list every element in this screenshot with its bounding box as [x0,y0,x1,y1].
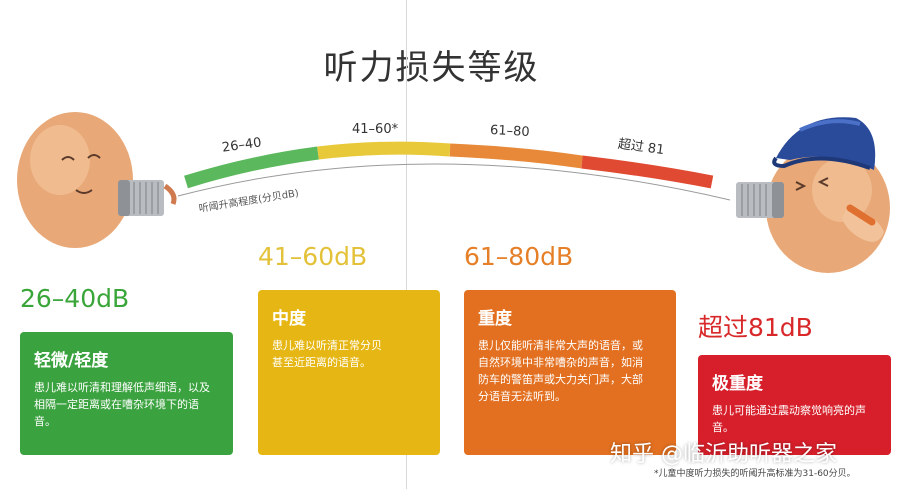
card-moderate: 中度 患儿难以听清正常分贝甚至近距离的语音。 [258,290,440,455]
range-moderate: 41–60dB [258,242,368,271]
left-egg-illustration [17,112,177,248]
card-severe-description: 患儿仅能听清非常大声的语音，或自然环境中非常嘈杂的声音，如消防车的警笛声或大力关… [478,339,643,403]
card-moderate-description: 患儿难以听清正常分贝甚至近距离的语音。 [272,339,382,369]
card-profound: 极重度 患儿可能通过震动察觉响亮的声音。 [698,355,891,455]
range-profound: 超过81dB [698,313,813,342]
watermark: 知乎 @临沂助听器之家 [610,442,837,467]
arc-label-2: 41–60* [352,122,399,137]
arc-segment-4 [581,155,714,189]
arc-segment-1 [184,146,319,189]
card-mild-title: 轻微/轻度 [34,351,109,371]
arc-segment-3 [449,143,583,169]
card-profound-title: 极重度 [712,374,763,394]
page-title: 听力损失等级 [323,48,540,88]
card-moderate-title: 中度 [272,309,306,329]
footnote: *儿童中度听力损失的听阈升高标准为31-60分贝。 [654,469,856,479]
card-profound-description: 患儿可能通过震动察觉响亮的声音。 [712,404,866,434]
arc-label-3: 61–80 [489,122,530,141]
center-divider [406,0,407,489]
card-severe-title: 重度 [478,309,512,329]
right-egg-illustration [736,117,890,273]
card-severe: 重度 患儿仅能听清非常大声的语音，或自然环境中非常嘈杂的声音，如消防车的警笛声或… [464,290,676,455]
range-mild: 26–40dB [20,284,130,313]
arc-segment-2 [317,141,451,160]
card-mild-description: 患儿难以听清和理解低声细语，以及相隔一定距离或在嘈杂环境下的语音。 [34,381,210,428]
range-severe: 61–80dB [464,242,574,271]
card-mild: 轻微/轻度 患儿难以听清和理解低声细语，以及相隔一定距离或在嘈杂环境下的语音。 [20,332,233,455]
